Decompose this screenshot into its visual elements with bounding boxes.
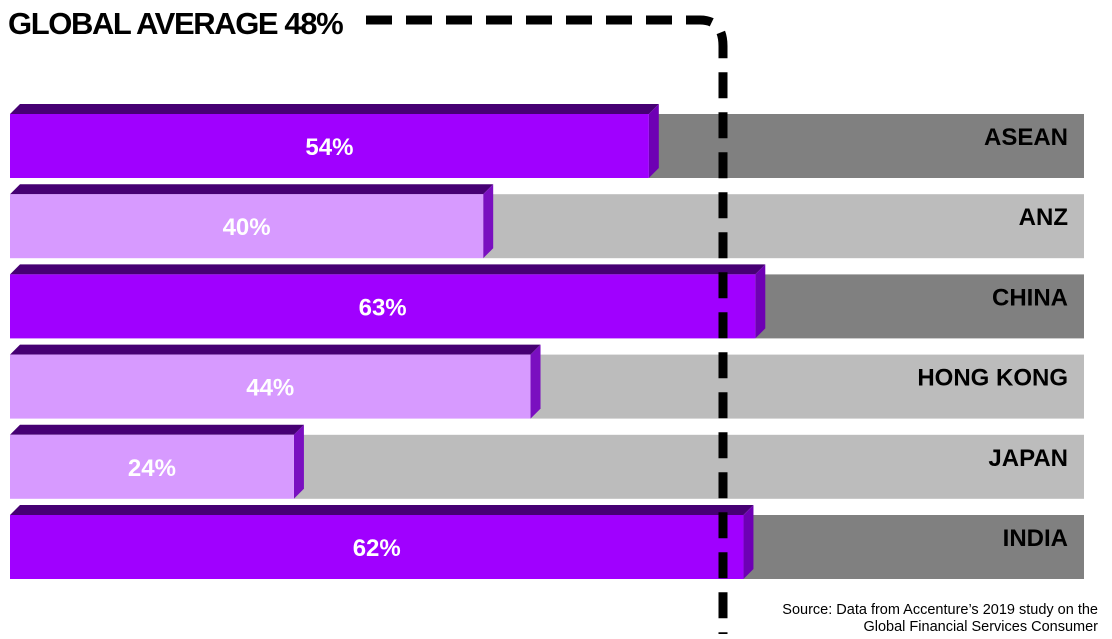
bar-anz (10, 194, 484, 259)
bar-top-anz (10, 184, 494, 195)
bar-india (10, 515, 744, 579)
category-label-india: INDIA (1003, 525, 1068, 552)
bars-layer: 54% ASEAN 40% ANZ 63% CHINA 44% HONG KONG 24% JAP… (10, 104, 1084, 579)
category-label-china: CHINA (992, 284, 1068, 311)
bar-side-anz (483, 184, 494, 259)
bar-top-japan (10, 424, 304, 435)
value-label-asean: 54% (305, 134, 353, 161)
bar-side-china (755, 264, 766, 339)
bar-china (10, 274, 756, 339)
bar-track-china (755, 274, 1084, 339)
bar-top-china (10, 264, 766, 275)
value-label-india: 62% (353, 535, 401, 562)
bar-top-asean (10, 104, 659, 114)
value-label-hong-kong: 44% (246, 375, 294, 402)
bar-top-hong-kong (10, 344, 541, 355)
bar-track-japan (293, 434, 1084, 499)
bar-side-india (743, 505, 754, 579)
bar-top-india (10, 505, 754, 515)
bar-hong-kong (10, 354, 531, 419)
bar-side-hong-kong (530, 344, 541, 419)
source-line-2: Global Financial Services Consumer (863, 619, 1098, 635)
source-line-1: Source: Data from Accenture’s 2019 study… (782, 602, 1098, 618)
category-label-hong-kong: HONG KONG (917, 365, 1068, 392)
bar-japan (10, 434, 294, 499)
bar-track-india (743, 515, 1084, 579)
category-label-asean: ASEAN (984, 124, 1068, 151)
source-note: Source: Data from Accenture’s 2019 study… (678, 602, 1098, 636)
bar-track-hong-kong (530, 354, 1084, 419)
value-label-china: 63% (359, 294, 407, 321)
value-label-japan: 24% (128, 455, 176, 482)
category-label-anz: ANZ (1019, 204, 1068, 231)
bar-track-anz (483, 194, 1084, 259)
global-average-line (366, 15, 728, 634)
category-label-japan: JAPAN (988, 445, 1068, 472)
value-label-anz: 40% (223, 214, 271, 241)
bar-side-japan (293, 424, 304, 499)
bar-side-asean (648, 104, 659, 178)
bar-asean (10, 114, 649, 178)
chart-title: GLOBAL AVERAGE 48% (8, 6, 344, 41)
